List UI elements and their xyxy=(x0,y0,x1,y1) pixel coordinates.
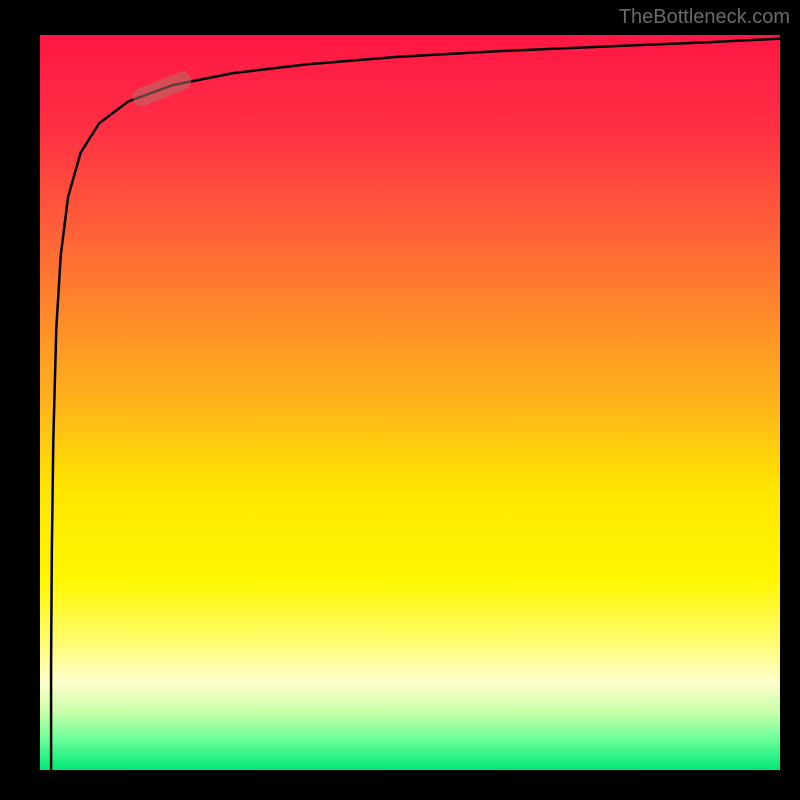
performance-curve xyxy=(40,35,780,770)
watermark-text: TheBottleneck.com xyxy=(619,6,790,29)
chart-plot-area xyxy=(40,35,780,770)
